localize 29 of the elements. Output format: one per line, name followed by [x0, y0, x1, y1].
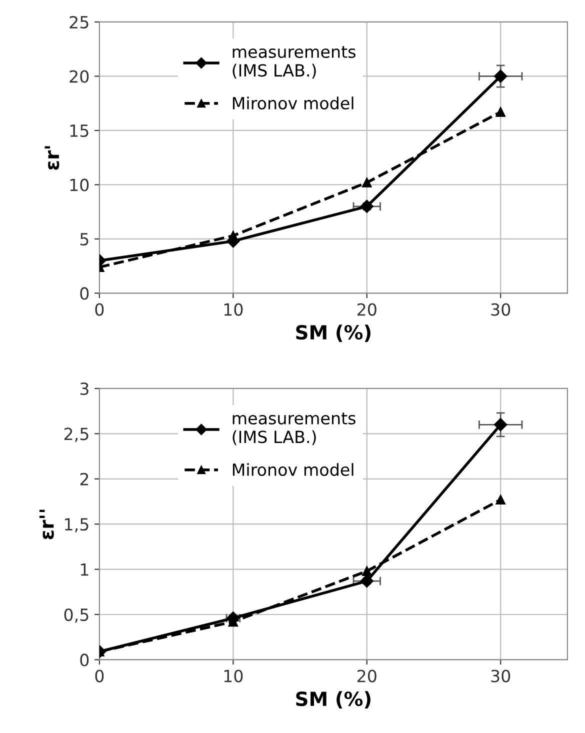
y-tick-label: 3 — [80, 382, 88, 396]
x-tick-label: 20 — [357, 303, 376, 316]
x-tick-label: 0 — [95, 670, 104, 682]
x-tick-label: 20 — [357, 670, 376, 682]
y-tick-label: 20 — [70, 70, 89, 83]
y-tick-label: 5 — [80, 233, 88, 246]
y-tick-label: 0 — [80, 287, 89, 300]
y-axis-title: εr' — [44, 146, 60, 170]
y-tick-label: 2,5 — [64, 428, 88, 442]
x-axis-title: SM (%) — [296, 691, 370, 708]
legend-label: measurements (IMS LAB.) — [232, 412, 356, 446]
y-tick-label: 0,5 — [64, 608, 88, 623]
legend-label: Mironov model — [232, 96, 354, 110]
x-tick-label: 30 — [491, 303, 510, 316]
y-axis-title: εr'' — [39, 510, 54, 540]
y-tick-label: 1,5 — [65, 518, 88, 532]
x-tick-label: 30 — [491, 670, 510, 682]
legend-label: Mironov model — [232, 463, 354, 476]
x-tick-label: 10 — [224, 303, 243, 316]
y-tick-label: 15 — [70, 124, 88, 138]
y-tick-label: 10 — [70, 178, 89, 192]
y-tick-label: 25 — [70, 16, 88, 29]
y-tick-label: 2 — [80, 472, 88, 486]
y-tick-label: 0 — [80, 654, 89, 666]
y-tick-label: 1 — [80, 563, 88, 576]
x-tick-label: 0 — [95, 303, 104, 316]
legend-label: measurements (IMS LAB.) — [232, 46, 356, 79]
x-axis-title: SM (%) — [296, 324, 370, 342]
x-tick-label: 10 — [224, 670, 243, 682]
